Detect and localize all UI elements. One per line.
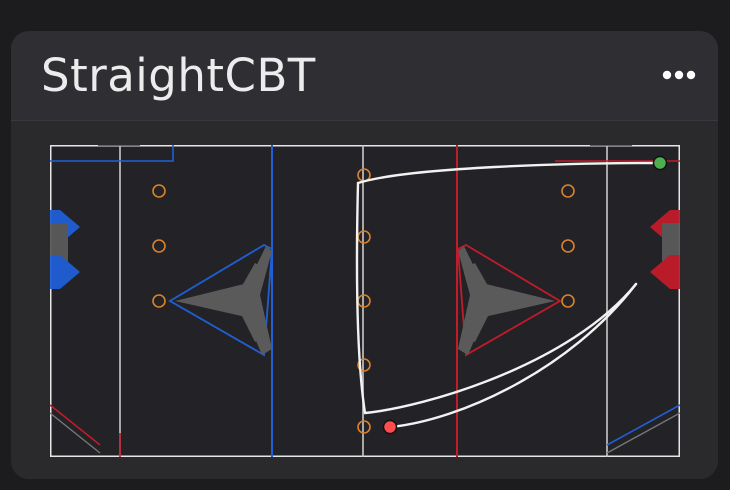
auto-path xyxy=(355,161,662,415)
card-title: StraightCBT xyxy=(41,49,316,102)
path-card: StraightCBT xyxy=(11,31,718,479)
path-end-marker xyxy=(382,419,398,435)
blue-top-zone xyxy=(50,145,174,162)
card-header: StraightCBT xyxy=(11,31,718,121)
blue-charge-station xyxy=(168,243,273,357)
blue-bottom-wall xyxy=(50,404,101,446)
field-preview[interactable] xyxy=(50,145,680,457)
blue-bottom-wall-2 xyxy=(50,412,101,454)
card-body xyxy=(11,121,718,479)
red-grid xyxy=(650,210,680,289)
red-bottom-wall-2 xyxy=(606,412,680,454)
field-border xyxy=(50,145,680,457)
more-options-button[interactable] xyxy=(658,59,700,91)
red-bottom-wall xyxy=(606,404,680,446)
red-charge-station xyxy=(457,243,562,357)
path-start-marker xyxy=(652,155,668,171)
blue-grid xyxy=(50,210,80,289)
field-graphic xyxy=(50,145,680,457)
more-horizontal-icon xyxy=(662,70,696,80)
auto-path-return xyxy=(389,282,638,429)
